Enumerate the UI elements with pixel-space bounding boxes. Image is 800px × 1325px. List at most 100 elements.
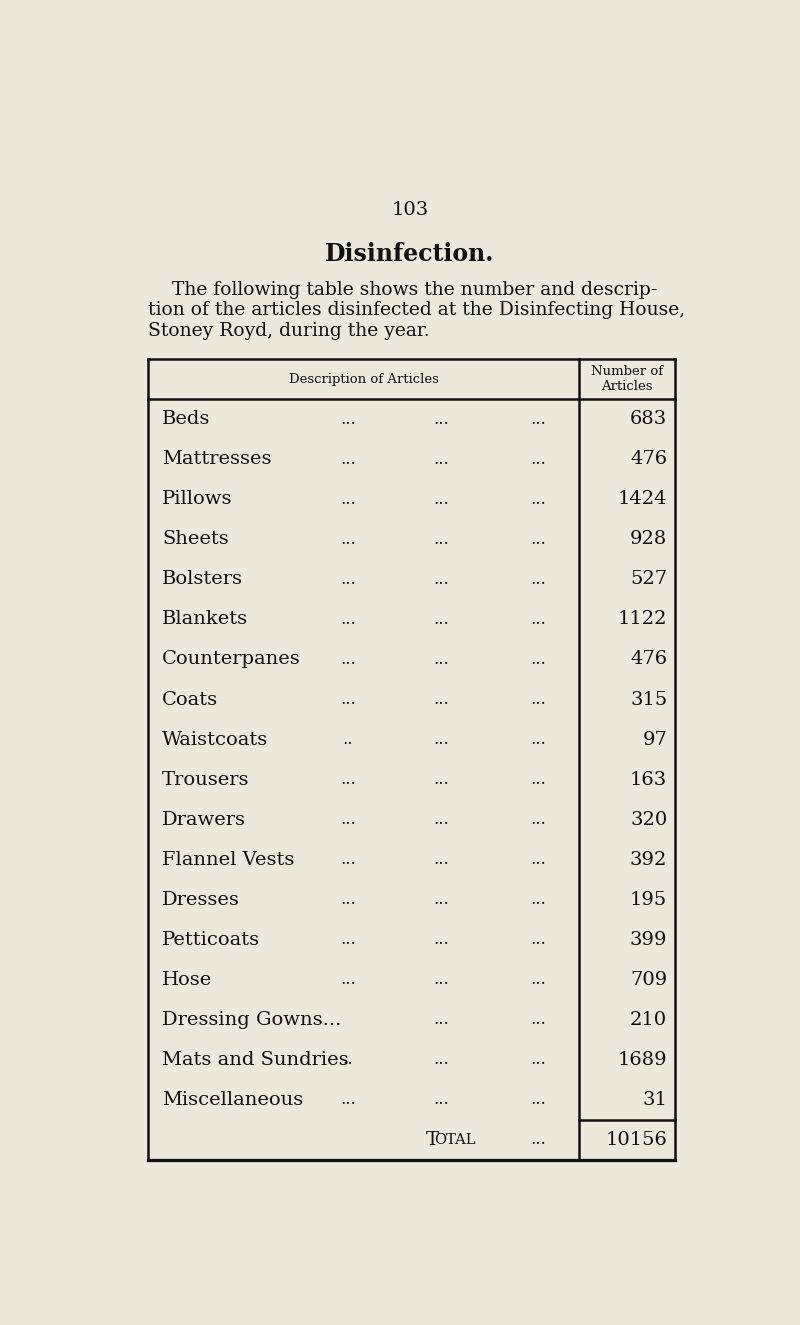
Text: 163: 163 [630,771,667,788]
Text: ...: ... [340,611,356,628]
Text: 392: 392 [630,851,667,869]
Text: ...: ... [340,851,356,868]
Text: 315: 315 [630,690,667,709]
Text: ...: ... [433,851,449,868]
Text: 103: 103 [391,201,429,220]
Text: 31: 31 [642,1090,667,1109]
Text: Disinfection.: Disinfection. [326,242,494,266]
Text: tion of the articles disinfected at the Disinfecting House,: tion of the articles disinfected at the … [148,302,686,319]
Text: ..: .. [342,731,354,749]
Text: ...: ... [530,731,546,749]
Text: ...: ... [340,411,356,428]
Text: ...: ... [530,931,546,949]
Text: ...: ... [340,451,356,468]
Text: ...: ... [340,692,356,708]
Text: ...: ... [433,611,449,628]
Text: Beds: Beds [162,411,210,428]
Text: ...: ... [433,811,449,828]
Text: ...: ... [433,1092,449,1109]
Text: ...: ... [433,571,449,588]
Text: ...: ... [433,1052,449,1068]
Text: 527: 527 [630,571,667,588]
Text: ...: ... [530,1132,546,1149]
Text: 399: 399 [630,930,667,949]
Text: 195: 195 [630,890,667,909]
Text: 1689: 1689 [618,1051,667,1069]
Text: Pillows: Pillows [162,490,233,509]
Text: ...: ... [433,451,449,468]
Text: ...: ... [530,571,546,588]
Text: ...: ... [530,451,546,468]
Text: ...: ... [433,771,449,788]
Text: ...: ... [530,971,546,988]
Text: Bolsters: Bolsters [162,571,243,588]
Text: ...: ... [530,651,546,668]
Text: ...: ... [340,892,356,908]
Text: ...: ... [340,971,356,988]
Text: 1122: 1122 [618,611,667,628]
Text: ...: ... [433,971,449,988]
Text: 97: 97 [642,730,667,749]
Text: 10156: 10156 [606,1132,667,1149]
Text: 709: 709 [630,971,667,988]
Text: Coats: Coats [162,690,218,709]
Text: 476: 476 [630,451,667,468]
Text: ...: ... [530,411,546,428]
Text: ...: ... [433,411,449,428]
Text: ...: ... [433,692,449,708]
Text: ...: ... [433,892,449,908]
Text: 928: 928 [630,530,667,549]
Text: The following table shows the number and descrip-: The following table shows the number and… [148,281,658,298]
Text: ...: ... [340,490,356,507]
Text: ...: ... [340,571,356,588]
Text: ...: ... [433,731,449,749]
Text: ...: ... [340,651,356,668]
Text: ...: ... [530,611,546,628]
Text: Description of Articles: Description of Articles [289,372,438,386]
Text: Blankets: Blankets [162,611,248,628]
Text: Mattresses: Mattresses [162,451,271,468]
Text: ...: ... [530,811,546,828]
Text: ...: ... [433,490,449,507]
Text: ...: ... [433,931,449,949]
Text: 1424: 1424 [618,490,667,509]
Text: 683: 683 [630,411,667,428]
Text: Hose: Hose [162,971,212,988]
Text: Mats and Sundries: Mats and Sundries [162,1051,349,1069]
Text: Trousers: Trousers [162,771,250,788]
Text: ...: ... [433,651,449,668]
Text: ...: ... [530,692,546,708]
Text: Stoney Royd, during the year.: Stoney Royd, during the year. [148,322,430,341]
Text: Sheets: Sheets [162,530,229,549]
Text: Miscellaneous: Miscellaneous [162,1090,303,1109]
Text: Petticoats: Petticoats [162,930,260,949]
Text: ...: ... [340,811,356,828]
Text: Dresses: Dresses [162,890,240,909]
Text: ..: .. [342,1052,354,1068]
Text: ...: ... [340,931,356,949]
Text: ...: ... [530,771,546,788]
Text: Drawers: Drawers [162,811,246,828]
Text: ...: ... [530,531,546,547]
Text: ...: ... [530,1011,546,1028]
Text: OTAL: OTAL [434,1133,475,1147]
Text: Number of
Articles: Number of Articles [591,366,663,394]
Text: ...: ... [340,771,356,788]
Text: ...: ... [340,531,356,547]
Text: 210: 210 [630,1011,667,1028]
Text: ...: ... [530,1052,546,1068]
Text: ...: ... [433,1011,449,1028]
Text: Flannel Vests: Flannel Vests [162,851,294,869]
Text: ...: ... [530,1092,546,1109]
Text: ...: ... [340,1092,356,1109]
Text: 320: 320 [630,811,667,828]
Text: ...: ... [530,892,546,908]
Text: Counterpanes: Counterpanes [162,651,301,669]
Text: 476: 476 [630,651,667,669]
Text: ...: ... [530,490,546,507]
Text: ...: ... [433,531,449,547]
Text: T: T [426,1132,438,1149]
Text: Waistcoats: Waistcoats [162,730,268,749]
Text: Dressing Gowns...: Dressing Gowns... [162,1011,342,1028]
Text: ...: ... [530,851,546,868]
